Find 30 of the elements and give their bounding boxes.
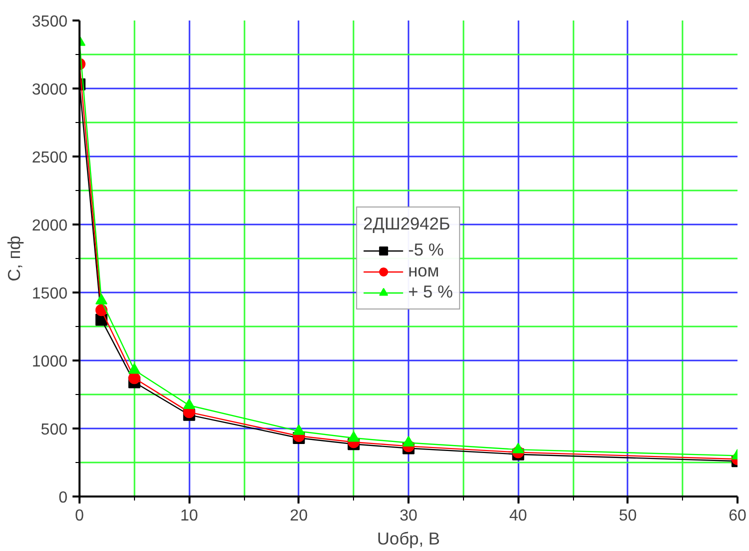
point: [128, 372, 140, 384]
x-tick-label: 20: [290, 508, 308, 524]
y-axis-title: С, пф: [4, 236, 24, 282]
point: [183, 398, 196, 410]
point: [95, 304, 108, 316]
y-tick-label: 3000: [32, 82, 68, 98]
legend-label: ном: [408, 260, 440, 282]
x-tick-label: 40: [509, 508, 528, 524]
point: [292, 424, 305, 435]
x-tick-label: 50: [618, 508, 637, 524]
y-tick-label: 500: [40, 422, 68, 438]
point: [128, 363, 140, 374]
y-tick-label: 0: [58, 490, 68, 506]
point: [95, 294, 108, 304]
y-tick-label: 1000: [32, 354, 68, 370]
y-tick-label: 3500: [32, 14, 68, 30]
x-tick-label: 10: [180, 508, 198, 524]
legend-label: -5 %: [408, 240, 444, 260]
x-tick-label: 30: [400, 508, 418, 524]
y-tick-label: 1500: [32, 286, 68, 302]
x-axis-title: Uобр, В: [377, 528, 440, 548]
point: [512, 442, 524, 454]
y-tick-label: 2500: [32, 150, 68, 166]
y-tick-label: 2000: [32, 218, 68, 234]
x-tick-label: 0: [75, 508, 84, 524]
point: [402, 436, 414, 446]
x-tick-label: 60: [728, 508, 746, 524]
point: [348, 431, 360, 442]
legend-title: 2ДШ2942Б: [363, 214, 452, 234]
legend-label: + 5 %: [408, 282, 453, 302]
